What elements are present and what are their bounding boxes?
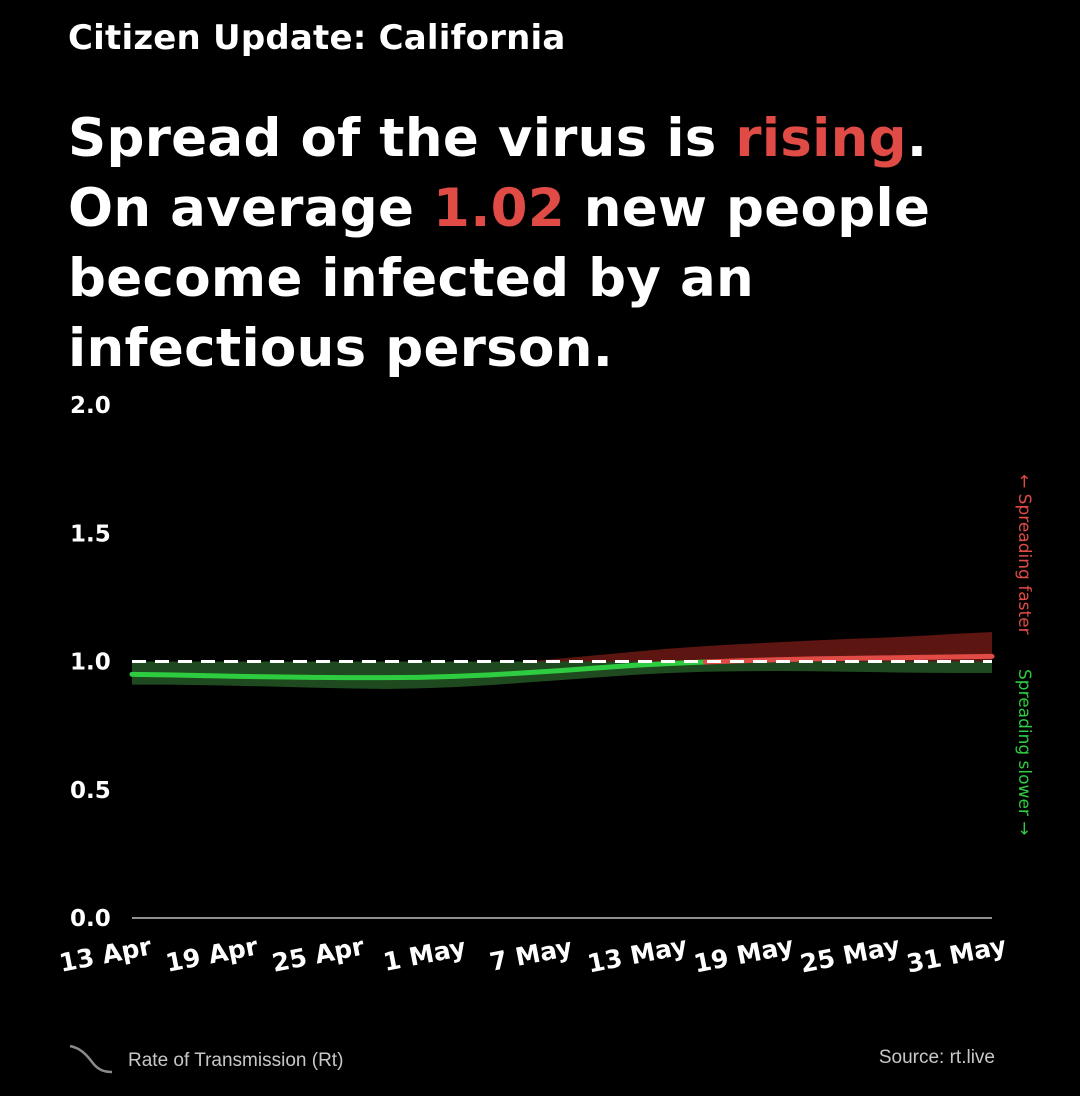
- x-tick-label: 7 May: [487, 932, 574, 976]
- headline: Spread of the virus is rising. On averag…: [68, 104, 1028, 384]
- source-credit: Source: rt.live: [878, 1047, 995, 1068]
- headline-rt-value: 1.02: [433, 178, 566, 239]
- rt-line-segment: [452, 672, 493, 679]
- rt-line-segment: [165, 672, 207, 679]
- rt-line-segment: [237, 673, 278, 680]
- x-tick-label: 19 May: [691, 931, 795, 979]
- lower-confidence-band: [132, 661, 992, 689]
- rt-line-segment: [810, 655, 852, 662]
- rt-line-segment: [631, 661, 672, 668]
- rt-line-segment: [523, 667, 565, 676]
- legend-label: Rate of Transmission (Rt): [128, 1050, 344, 1071]
- x-tick-label: 1 May: [381, 932, 468, 976]
- rt-line-segment: [846, 655, 887, 661]
- rt-line: [129, 653, 995, 681]
- rt-line-segment: [487, 670, 529, 678]
- threshold-line: [132, 660, 992, 919]
- x-tick-label: 13 Apr: [57, 931, 155, 977]
- side-labels: ← Spreading faster Spreading slower →: [1014, 474, 1034, 836]
- y-tick-label: 0.0: [70, 906, 111, 932]
- headline-status-word: rising: [735, 108, 907, 169]
- rt-line-segment: [129, 671, 171, 678]
- rt-line-segment: [201, 673, 242, 679]
- curve-line-icon: [68, 1042, 114, 1080]
- rt-chart: 0.0 0.5 1.0 1.5 2.0 13 Apr 19 Apr 25 Apr 1 May 7…: [57, 393, 1034, 979]
- y-axis: 0.0 0.5 1.0 1.5 2.0: [70, 393, 111, 932]
- x-axis: 13 Apr 19 Apr 25 Apr 1 May 7 May 13 May 19 May…: [57, 931, 1009, 979]
- spreading-slower-label: Spreading slower →: [1014, 669, 1034, 836]
- x-tick-label: 25 May: [798, 931, 902, 979]
- rt-line-segment: [774, 656, 816, 663]
- rt-line-segment: [882, 654, 923, 661]
- x-tick-label: 13 May: [585, 931, 689, 979]
- headline-part-2: . On average: [68, 108, 928, 239]
- rt-line-segment: [595, 662, 637, 671]
- x-tick-label: 25 Apr: [270, 931, 368, 977]
- page-eyebrow-title: Citizen Update: California: [68, 18, 566, 58]
- rt-line-segment: [416, 673, 457, 680]
- spreading-faster-label: ← Spreading faster: [1014, 474, 1034, 635]
- legend: Rate of Transmission (Rt): [68, 1042, 343, 1080]
- rt-line-segment: [272, 674, 314, 680]
- x-tick-label: 31 May: [904, 931, 1008, 979]
- headline-part-3: new people become infected by an infecti…: [68, 178, 931, 379]
- rt-line-segment: [953, 653, 995, 660]
- headline-part-1: Spread of the virus is: [68, 108, 736, 169]
- upper-confidence-band: [132, 632, 992, 662]
- y-tick-label: 0.5: [70, 778, 111, 804]
- y-tick-label: 1.0: [70, 650, 111, 676]
- x-tick-label: 19 Apr: [163, 931, 261, 977]
- rt-line-segment: [917, 654, 959, 660]
- rt-line-segment: [559, 665, 601, 673]
- y-tick-label: 2.0: [70, 393, 111, 419]
- confidence-bands: [132, 632, 992, 689]
- y-tick-label: 1.5: [70, 521, 111, 547]
